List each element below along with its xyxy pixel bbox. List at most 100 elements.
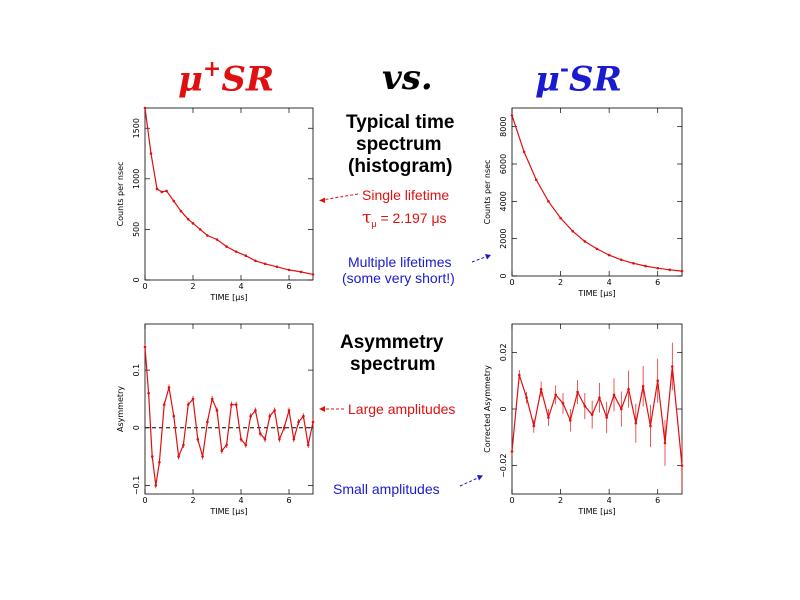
data-point xyxy=(568,419,572,422)
data-point xyxy=(206,234,209,237)
data-point xyxy=(225,443,228,447)
x-axis-label: TIME [μs] xyxy=(209,507,247,516)
data-point xyxy=(244,443,248,447)
data-point xyxy=(522,150,526,154)
data-point xyxy=(663,441,667,445)
data-point xyxy=(525,396,528,399)
y-tick-label: −0.1 xyxy=(132,476,141,495)
data-point xyxy=(554,393,558,397)
y-tick-label: −0.02 xyxy=(499,453,508,478)
data-point xyxy=(534,178,538,182)
data-point xyxy=(561,402,565,405)
arrow-small-amplitudes xyxy=(459,476,481,487)
y-tick-label: 0.02 xyxy=(499,343,508,361)
data-point xyxy=(268,414,272,418)
x-axis-label: TIME [μs] xyxy=(209,293,247,302)
time-spectrum-label: Typical time spectrum (histogram) xyxy=(346,112,455,177)
arrow-single-lifetime xyxy=(321,193,359,201)
data-point xyxy=(273,409,276,412)
data-point xyxy=(641,385,645,388)
x-tick-label: 0 xyxy=(142,282,147,291)
y-tick-label: 0 xyxy=(499,406,508,411)
data-point xyxy=(306,443,310,447)
data-series-line xyxy=(144,107,314,275)
multiple-lifetimes-note: Multiple lifetimes xyxy=(348,254,452,270)
data-point xyxy=(583,404,587,408)
data-point xyxy=(680,269,684,273)
data-point xyxy=(196,437,200,441)
data-point xyxy=(287,268,291,272)
data-point xyxy=(254,259,257,263)
y-tick-label: 500 xyxy=(132,222,141,237)
y-tick-label: 0 xyxy=(499,273,508,278)
data-point xyxy=(583,240,587,243)
data-point xyxy=(191,222,195,225)
y-axis-label: Counts per nsec xyxy=(116,162,125,227)
data-point xyxy=(612,393,616,397)
data-point xyxy=(576,390,579,394)
data-point xyxy=(595,247,599,251)
x-tick-label: 6 xyxy=(655,496,660,505)
plot-frame xyxy=(144,323,314,495)
y-axis-label: Asymmetry xyxy=(116,386,125,432)
data-point xyxy=(179,209,183,213)
data-point xyxy=(287,409,291,412)
data-point xyxy=(234,403,238,406)
data-point xyxy=(656,379,660,382)
data-point xyxy=(258,432,262,435)
data-point xyxy=(311,273,315,276)
data-point xyxy=(311,420,315,424)
y-tick-label: 0 xyxy=(132,277,141,282)
data-point xyxy=(532,424,536,428)
data-point xyxy=(263,437,267,441)
data-point xyxy=(165,189,168,193)
data-point xyxy=(680,464,684,467)
x-tick-label: 4 xyxy=(238,282,243,291)
arrow-head-large xyxy=(319,406,325,412)
data-point xyxy=(619,258,623,262)
data-point xyxy=(547,416,550,419)
y-tick-label: 1500 xyxy=(132,118,141,138)
data-point xyxy=(150,455,154,458)
x-tick-label: 2 xyxy=(558,496,563,505)
data-point xyxy=(177,455,180,458)
x-tick-label: 0 xyxy=(142,496,147,505)
data-point xyxy=(275,265,279,269)
data-point xyxy=(627,387,630,391)
data-point xyxy=(632,262,635,265)
arrow-head-multiple xyxy=(485,254,491,260)
mu-plus-histogram-chart: 0 2 4 6 0 500 1000 1500 TIME [μs] Counts per nsec xyxy=(116,106,315,302)
data-point xyxy=(220,449,224,453)
data-point xyxy=(297,420,300,424)
y-tick-label: 0.1 xyxy=(132,364,141,377)
arrow-multiple-lifetimes xyxy=(471,255,489,263)
y-tick-label: 0 xyxy=(132,425,141,430)
data-point xyxy=(143,106,147,110)
y-axis-label: Counts per nsec xyxy=(483,160,492,225)
mu-minus-histogram-chart: 0 2 4 6 0 2000 4000 6000 8000 TIME [μs] Counts per… xyxy=(483,107,684,298)
asymmetry-spectrum-label: Asymmetry spectrum xyxy=(340,332,444,375)
arrow-head-single xyxy=(319,197,325,203)
vs-title: vs. xyxy=(382,58,433,98)
data-point xyxy=(158,461,161,464)
data-point xyxy=(299,270,303,274)
data-point xyxy=(172,414,176,418)
data-point xyxy=(619,407,623,411)
x-tick-label: 4 xyxy=(238,496,243,505)
data-point xyxy=(571,229,575,233)
data-point xyxy=(249,414,252,418)
data-point xyxy=(278,437,281,441)
data-point xyxy=(244,254,248,258)
data-point xyxy=(649,424,652,428)
data-point xyxy=(510,450,514,453)
x-tick-label: 2 xyxy=(190,496,195,505)
data-point xyxy=(302,414,305,418)
data-point xyxy=(154,484,158,487)
very-short-note: (some very short!) xyxy=(342,270,455,286)
x-tick-label: 6 xyxy=(655,278,660,287)
data-point xyxy=(182,443,185,447)
y-tick-label: 1000 xyxy=(132,169,141,189)
data-point xyxy=(191,397,195,401)
data-point xyxy=(607,253,611,257)
data-point xyxy=(198,228,202,231)
